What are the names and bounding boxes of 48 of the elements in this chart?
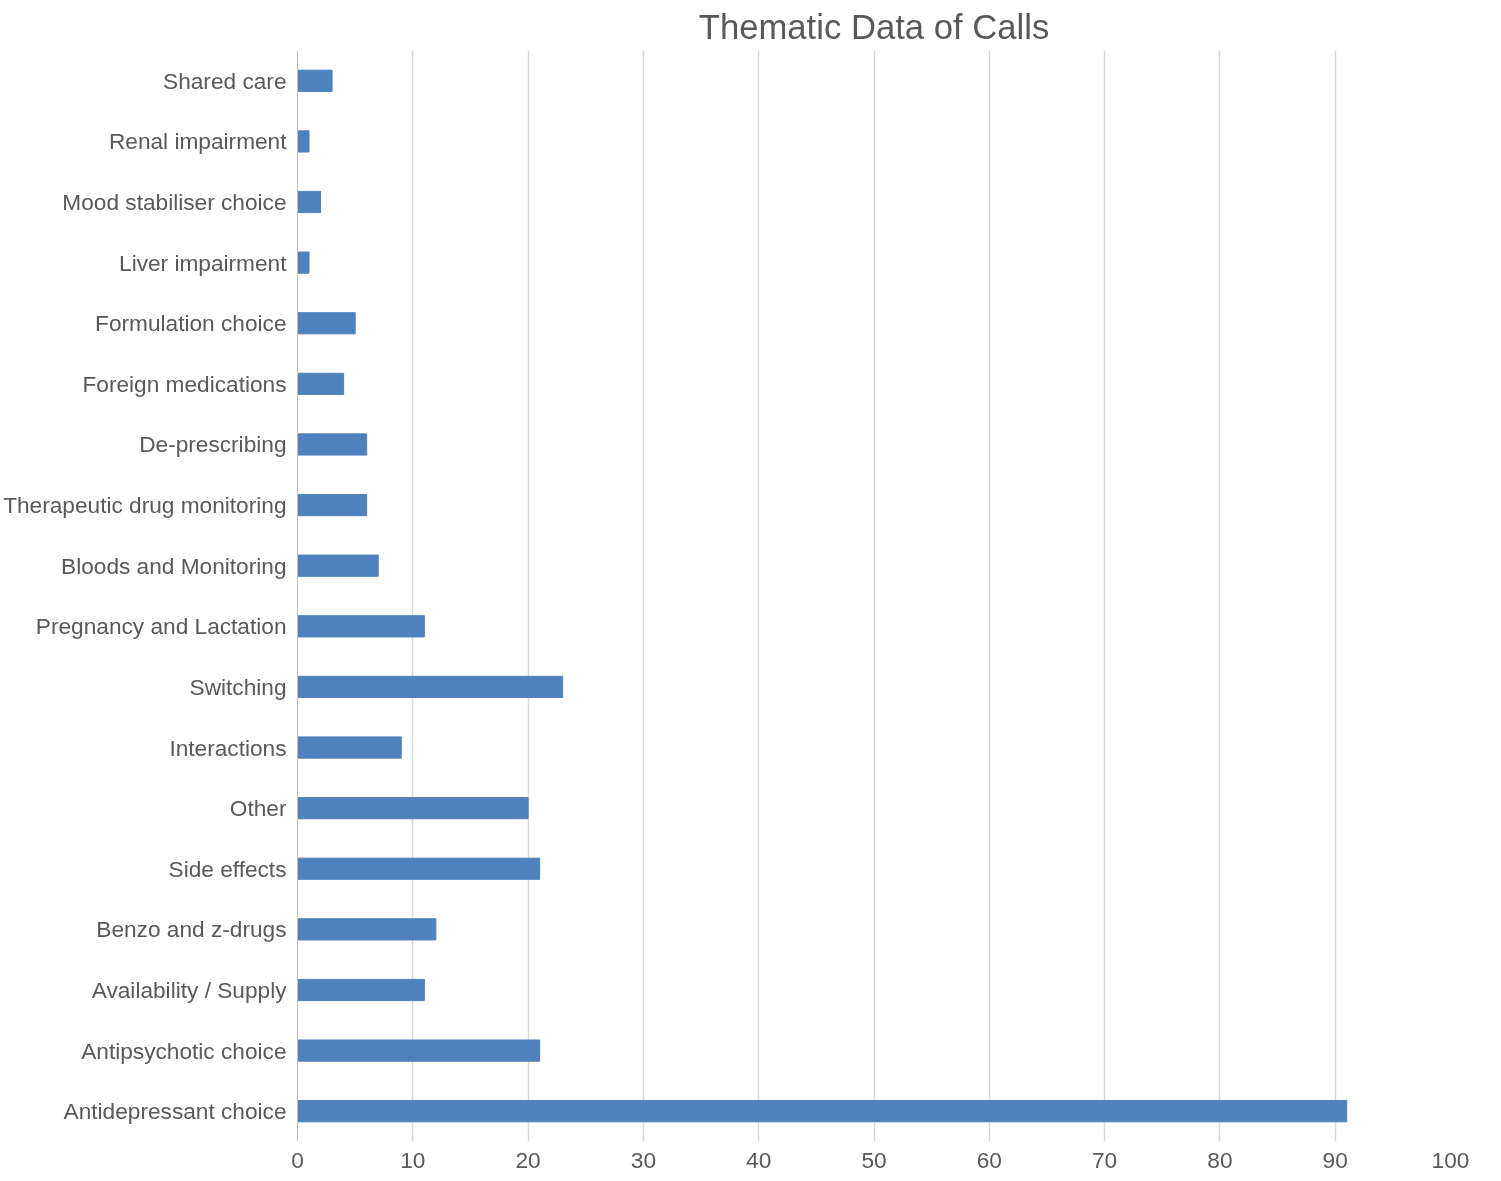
x-tick-label: 70: [1092, 1146, 1118, 1173]
bar: [297, 918, 437, 941]
bar: [297, 1100, 1348, 1123]
bar: [297, 615, 425, 638]
x-tick-label: 60: [976, 1146, 1002, 1173]
bar: [297, 493, 368, 517]
bar: [297, 251, 310, 274]
bar: [297, 1039, 541, 1062]
y-tick-label: Benzo and z-drugs: [96, 916, 287, 943]
x-tick-label: 10: [400, 1146, 426, 1173]
x-tick-label: 0: [291, 1146, 304, 1173]
bar: [297, 978, 425, 1002]
bar: [297, 69, 333, 92]
x-tick-label: 100: [1431, 1146, 1470, 1173]
y-tick-label: Liver impairment: [119, 249, 288, 276]
bar: [297, 190, 322, 214]
x-tick-label: 30: [630, 1146, 656, 1173]
bar: [297, 797, 529, 820]
y-tick-label: Formulation choice: [95, 310, 287, 337]
y-tick-label: Switching: [189, 673, 287, 700]
chart-title: Thematic Data of Calls: [698, 7, 1050, 46]
y-tick-label: Interactions: [169, 734, 287, 761]
y-tick-label: Antipsychotic choice: [81, 1037, 287, 1064]
bar: [297, 433, 368, 456]
bar: [297, 857, 541, 880]
x-tick-label: 50: [861, 1146, 887, 1173]
bar: [297, 554, 379, 577]
bar: [297, 675, 564, 699]
y-tick-label: Bloods and Monitoring: [61, 552, 287, 579]
y-tick-label: Availability / Supply: [91, 976, 288, 1003]
y-tick-label: De-prescribing: [139, 431, 287, 458]
bar: [297, 130, 310, 153]
x-tick-label: 90: [1322, 1146, 1348, 1173]
x-tick-label: 40: [746, 1146, 772, 1173]
y-tick-label: Other: [229, 795, 287, 822]
y-tick-label: Pregnancy and Lactation: [35, 613, 287, 640]
bar: [297, 312, 356, 335]
y-tick-label: Renal impairment: [108, 128, 288, 155]
y-tick-label: Shared care: [163, 67, 287, 94]
y-tick-label: Mood stabiliser choice: [62, 189, 287, 216]
y-tick-label: Therapeutic drug monitoring: [3, 492, 287, 519]
y-tick-label: Foreign medications: [82, 370, 287, 397]
y-tick-label: Side effects: [168, 855, 287, 882]
x-tick-label: 80: [1207, 1146, 1233, 1173]
y-tick-label: Antidepressant choice: [63, 1098, 287, 1125]
bar: [297, 736, 402, 759]
x-tick-label: 20: [515, 1146, 541, 1173]
bar: [297, 372, 345, 395]
